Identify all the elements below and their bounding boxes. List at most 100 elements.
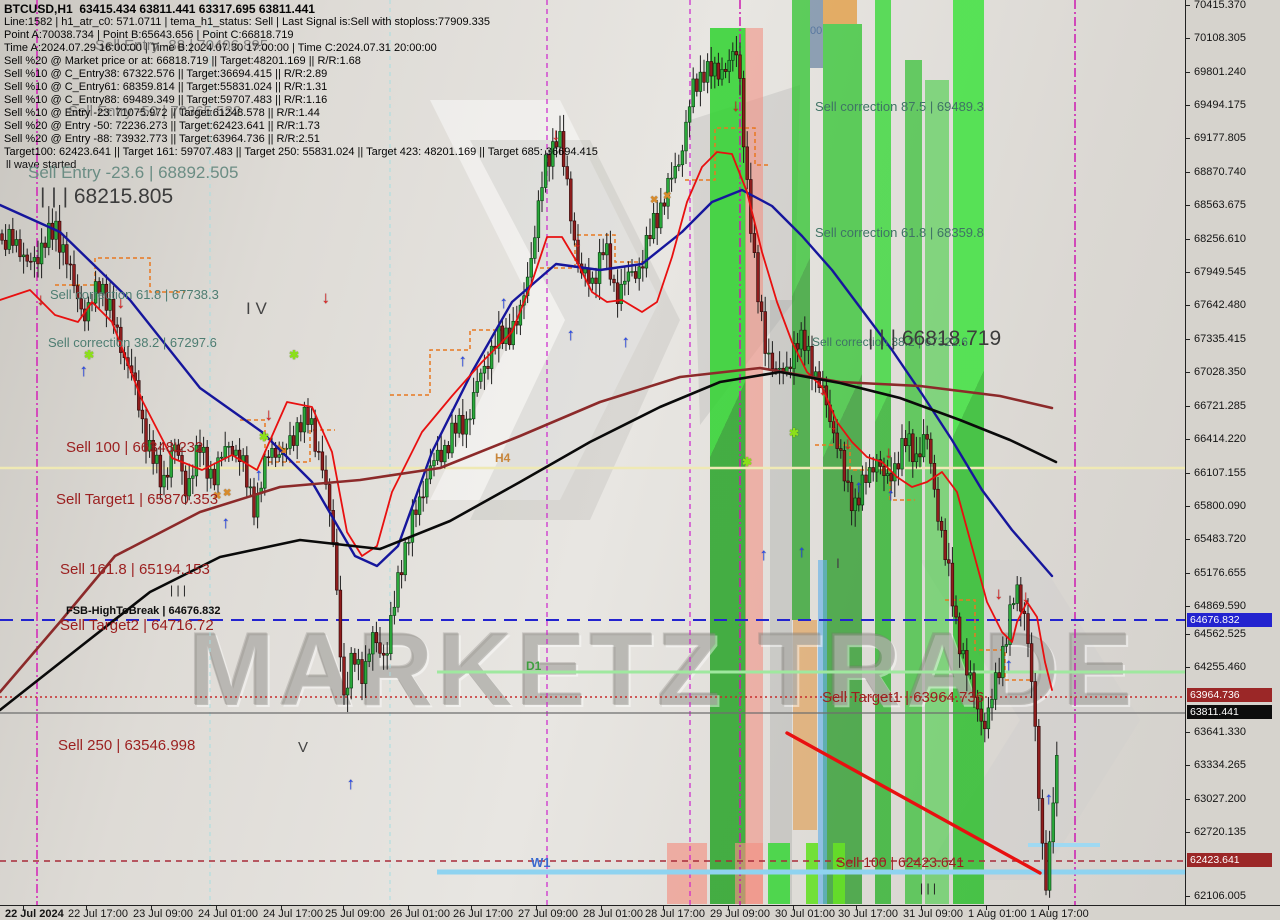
time-tick	[986, 906, 987, 910]
buy-arrow-icon: ↑	[621, 332, 631, 351]
price-tick-label: 66414.220	[1194, 433, 1246, 445]
watermark-text-right: TRADE	[758, 612, 1137, 728]
highlight-band	[770, 300, 792, 904]
time-tick	[728, 906, 729, 910]
chart-label: Sell 100 | 62423.641	[836, 854, 965, 870]
time-tick-label: 26 Jul 17:00	[453, 908, 513, 920]
price-tick	[1186, 372, 1190, 373]
moving-average-layer	[0, 151, 1058, 875]
chart-label: 00	[810, 25, 823, 37]
price-tick	[1186, 539, 1190, 540]
header-line: Sell %10 @ Entry -23: 71075.972 || Targe…	[4, 107, 320, 119]
chart-label: V	[298, 739, 309, 756]
highlight-band	[823, 0, 857, 24]
time-tick-label: 24 Jul 17:00	[263, 908, 323, 920]
chart-label: W1	[531, 855, 551, 870]
price-tick-label: 68563.675	[1194, 199, 1246, 211]
time-tick-label: 26 Jul 01:00	[390, 908, 450, 920]
chart-label: | | |	[920, 881, 937, 895]
price-tick-label: 67028.350	[1194, 366, 1246, 378]
price-tick-label: 67335.415	[1194, 333, 1246, 345]
sell-arrow-icon: ↓	[264, 405, 274, 424]
price-tick	[1186, 38, 1190, 39]
chart-label: | | | 68215.805	[40, 185, 174, 208]
chart-label: I V	[246, 299, 267, 318]
price-tick-label: 65483.720	[1194, 533, 1246, 545]
header-line: Point A:70038.734 | Point B:65643.656 | …	[4, 29, 294, 41]
chart-label: ll wave started	[6, 159, 77, 171]
time-tick	[408, 906, 409, 910]
time-tick	[281, 906, 282, 910]
price-tick	[1186, 439, 1190, 440]
price-tick-label: 69801.240	[1194, 66, 1246, 78]
sell-arrow-icon: ↓	[843, 434, 853, 453]
time-tick-label: 28 Jul 17:00	[645, 908, 705, 920]
price-tick-label: 62106.005	[1194, 890, 1246, 902]
price-tick-label: 67642.480	[1194, 299, 1246, 311]
time-tick-label: 22 Jul 17:00	[68, 908, 128, 920]
cross-marker-icon: ✖	[213, 491, 222, 502]
chart-label: Sell Entry -50 | 70365.532	[68, 103, 242, 120]
chart-label: Sell 161.8 | 65194.153	[60, 561, 210, 578]
highlight-band	[792, 0, 810, 620]
price-tick-label: 68870.740	[1194, 166, 1246, 178]
time-tick-label: 1 Aug 17:00	[1030, 908, 1089, 920]
time-tick-label: 23 Jul 09:00	[133, 908, 193, 920]
time-tick-label: 30 Jul 17:00	[838, 908, 898, 920]
header-line: Sell %20 @ Entry -50: 72236.273 || Targe…	[4, 120, 320, 132]
price-tick	[1186, 606, 1190, 607]
sell-arrow-icon: ↓	[818, 380, 828, 399]
star-marker-icon: ✱	[84, 348, 95, 362]
ma-black	[0, 370, 1058, 712]
price-badge: 64676.832	[1187, 613, 1272, 627]
price-tick-label: 64255.460	[1194, 661, 1246, 673]
chart-label: | | | 66818.719	[868, 327, 1002, 350]
time-tick	[921, 906, 922, 910]
price-tick-label: 65800.090	[1194, 500, 1246, 512]
sell-arrow-icon: ↓	[1021, 587, 1031, 606]
chart-label: Sell correction 87.5 | 69489.3	[815, 99, 984, 114]
chart-label: Sell Target1 | 63964.736	[822, 689, 985, 706]
price-tick	[1186, 896, 1190, 897]
star-marker-icon: ✱	[789, 426, 800, 440]
price-tick-label: 66721.285	[1194, 400, 1246, 412]
sell-arrow-icon: ↓	[884, 443, 894, 462]
buy-arrow-icon: ↑	[221, 513, 231, 532]
time-tick-label: 29 Jul 09:00	[710, 908, 770, 920]
highlight-band	[810, 0, 823, 68]
price-tick	[1186, 667, 1190, 668]
price-tick-label: 64869.590	[1194, 600, 1246, 612]
chart-label: Sell Entry -23.6 | 68892.505	[28, 163, 239, 182]
watermark-text-left: MARKETZ	[188, 612, 725, 728]
price-tick-label: 67949.545	[1194, 266, 1246, 278]
sell-arrow-icon: ↓	[994, 584, 1004, 603]
sell-arrow-icon: ↓	[551, 125, 561, 144]
buy-arrow-icon: ↑	[499, 293, 509, 312]
time-tick	[663, 906, 664, 910]
chart-label: | | |	[170, 583, 187, 597]
price-tick-label: 62720.135	[1194, 826, 1246, 838]
header-line: Sell %10 @ C_Entry88: 69489.349 || Targe…	[4, 94, 328, 106]
header-line: Target100: 62423.641 || Target 161: 5970…	[4, 146, 598, 158]
time-tick	[601, 906, 602, 910]
chart-label: H4	[495, 451, 511, 465]
price-tick-label: 63334.265	[1194, 759, 1246, 771]
price-tick	[1186, 573, 1190, 574]
chart-label: D1	[526, 659, 542, 673]
price-tick	[1186, 138, 1190, 139]
price-axis[interactable]: 70415.370 70108.305 69801.240 69494.175 6917…	[1185, 0, 1280, 905]
time-axis[interactable]: 22 Jul 2024 22 Jul 17:00 23 Jul 09:00 24 Ju…	[0, 905, 1280, 920]
highlight-band	[875, 0, 891, 904]
time-tick-label: 22 Jul 2024	[5, 908, 64, 920]
price-tick	[1186, 634, 1190, 635]
time-tick	[151, 906, 152, 910]
buy-arrow-icon: ↑	[79, 361, 89, 380]
price-badge: 63811.441	[1187, 705, 1272, 719]
time-tick	[23, 906, 24, 910]
price-tick	[1186, 305, 1190, 306]
buy-arrow-icon: ↑	[254, 465, 264, 484]
ma-maroon	[0, 366, 1054, 694]
chart-label: Sell correction 61.8 | 67738.3	[50, 287, 219, 302]
price-tick	[1186, 172, 1190, 173]
fast-red	[0, 151, 1053, 691]
